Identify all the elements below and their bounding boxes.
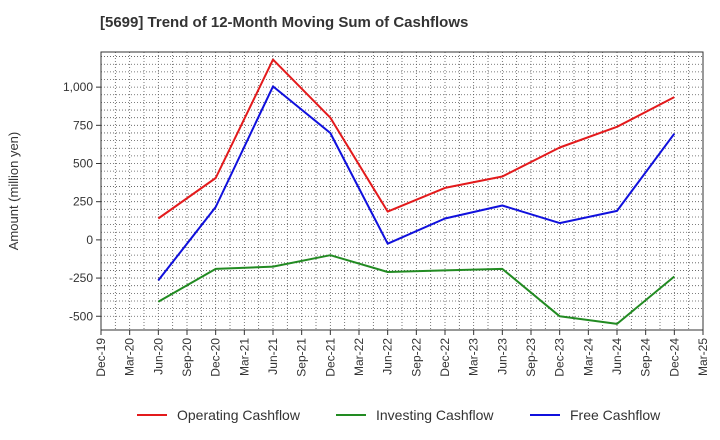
x-tick-label: Dec-23 — [553, 338, 567, 377]
x-tick-label: Jun-22 — [381, 338, 395, 375]
legend: Operating Cashflow Investing Cashflow Free… — [137, 407, 661, 423]
y-axis-ticks: -500 -250 0 250 500 750 1,000 — [63, 80, 101, 323]
x-tick-label: Mar-24 — [581, 338, 595, 376]
series-line-1 — [157, 254, 675, 325]
x-tick-label: Mar-25 — [696, 338, 710, 376]
x-tick-label: Mar-20 — [123, 338, 137, 376]
plot-area — [100, 51, 704, 331]
x-tick-label: Sep-23 — [524, 338, 538, 377]
x-tick-label: Dec-21 — [323, 338, 337, 377]
y-tick-label: -500 — [69, 309, 93, 323]
grid-lines — [100, 52, 704, 330]
x-tick-label: Dec-24 — [667, 338, 681, 377]
x-axis-ticks: Dec-19 Mar-20 Jun-20 Sep-20 Dec-20 Mar-21 Jun-… — [94, 330, 710, 377]
x-tick-label: Sep-21 — [295, 338, 309, 377]
x-tick-label: Jun-20 — [151, 338, 165, 375]
x-tick-label: Sep-24 — [639, 338, 653, 377]
x-tick-label: Dec-20 — [209, 338, 223, 377]
legend-label: Free Cashflow — [570, 407, 661, 423]
y-tick-label: -250 — [69, 271, 93, 285]
y-tick-label: 250 — [73, 195, 93, 209]
y-axis-label: Amount (million yen) — [6, 132, 21, 251]
y-tick-label: 750 — [73, 118, 93, 132]
x-tick-label: Mar-21 — [237, 338, 251, 376]
y-tick-label: 500 — [73, 157, 93, 171]
x-tick-label: Jun-24 — [610, 338, 624, 375]
series-line-0 — [157, 58, 675, 220]
y-tick-label: 0 — [86, 233, 93, 247]
x-tick-label: Dec-19 — [94, 338, 108, 377]
legend-label: Operating Cashflow — [177, 407, 301, 423]
x-tick-label: Sep-22 — [409, 338, 423, 377]
series-line-2 — [157, 85, 676, 282]
legend-label: Investing Cashflow — [376, 407, 494, 423]
x-tick-label: Sep-20 — [180, 338, 194, 377]
chart-title: [5699] Trend of 12-Month Moving Sum of C… — [100, 14, 469, 31]
y-tick-label: 1,000 — [63, 80, 93, 94]
x-tick-label: Dec-22 — [438, 338, 452, 377]
x-tick-label: Jun-21 — [266, 338, 280, 375]
series-lines — [157, 58, 676, 325]
x-tick-label: Mar-22 — [352, 338, 366, 376]
x-tick-label: Mar-23 — [467, 338, 481, 376]
x-tick-label: Jun-23 — [495, 338, 509, 375]
